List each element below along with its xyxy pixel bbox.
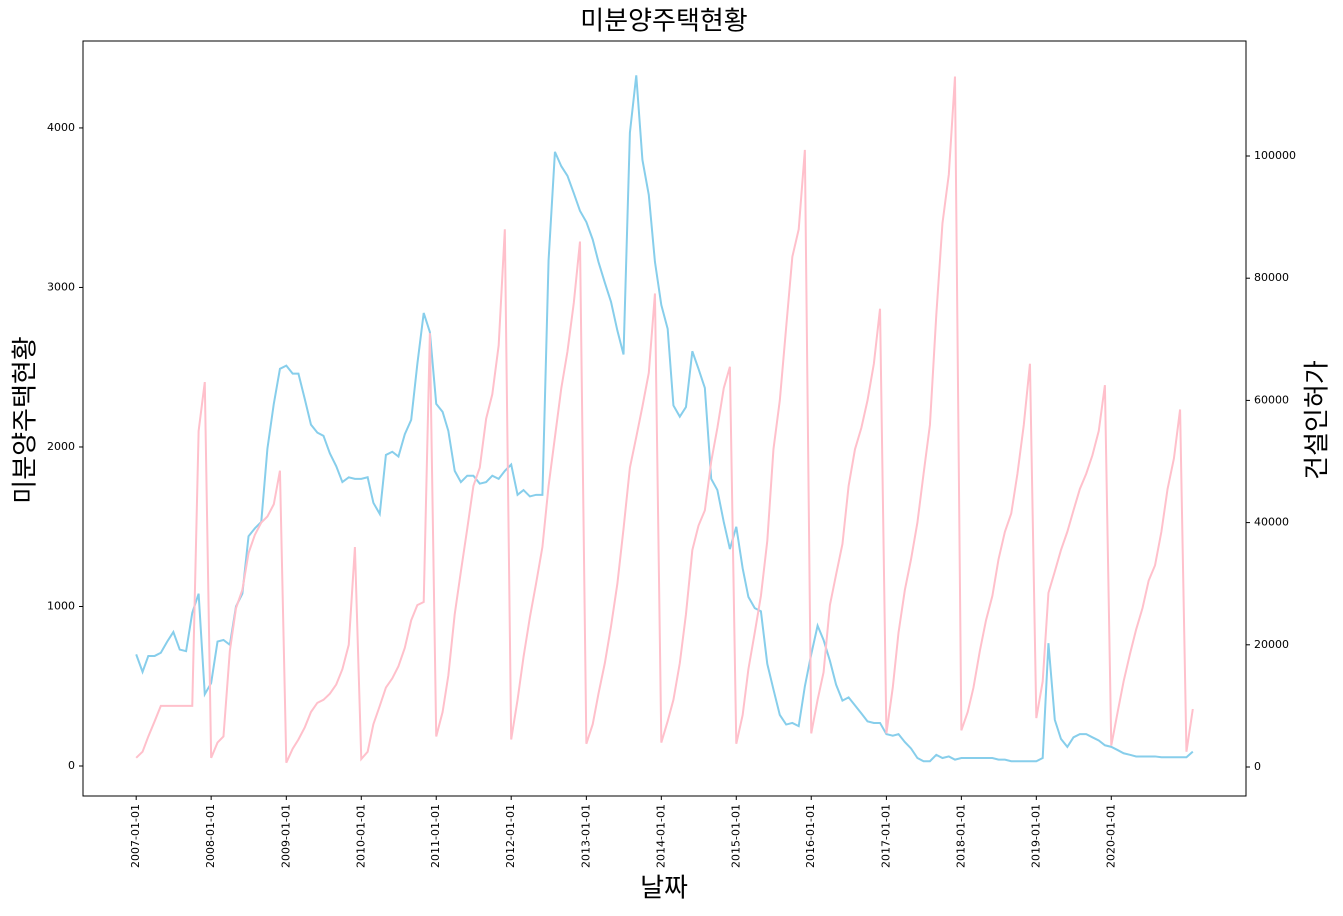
y2-tick-label: 40000 (1254, 516, 1289, 529)
y-tick-label: 1000 (47, 599, 75, 612)
x-tick-label: 2017-01-01 (879, 804, 892, 868)
y2-tick-label: 60000 (1254, 393, 1289, 406)
x-tick-label: 2019-01-01 (1029, 804, 1042, 868)
y-tick-label: 3000 (47, 280, 75, 293)
plot-frame (82, 40, 1247, 797)
data-line (135, 75, 1194, 763)
x-tick-label: 2011-01-01 (429, 804, 442, 868)
x-tick-label: 2010-01-01 (354, 804, 367, 868)
y2-tick-label: 0 (1254, 760, 1261, 773)
x-tick-label: 2012-01-01 (504, 804, 517, 868)
y-tick-label: 2000 (47, 440, 75, 453)
y2-tick-label: 20000 (1254, 638, 1289, 651)
x-tick-label: 2018-01-01 (954, 804, 967, 868)
data-line (135, 76, 1194, 764)
x-tick-label: 2016-01-01 (804, 804, 817, 868)
y2-tick-label: 80000 (1254, 271, 1289, 284)
x-tick-label: 2015-01-01 (729, 804, 742, 868)
x-tick-label: 2020-01-01 (1104, 804, 1117, 868)
y2-tick-label: 100000 (1254, 149, 1296, 162)
x-axis-label: 날짜 (640, 874, 688, 904)
x-tick-label: 2014-01-01 (654, 804, 667, 868)
x-tick-label: 2013-01-01 (579, 804, 592, 868)
chart-title: 미분양주택현황 (580, 7, 747, 37)
x-tick-label: 2007-01-01 (129, 804, 142, 868)
x-tick-label: 2008-01-01 (204, 804, 217, 868)
y-axis-label: 미분양주택현황 (11, 336, 41, 503)
y-tick-label: 0 (68, 759, 75, 772)
y-tick-label: 4000 (47, 121, 75, 134)
y2-axis-label: 건설인허가 (1303, 360, 1333, 480)
x-tick-label: 2009-01-01 (279, 804, 292, 868)
